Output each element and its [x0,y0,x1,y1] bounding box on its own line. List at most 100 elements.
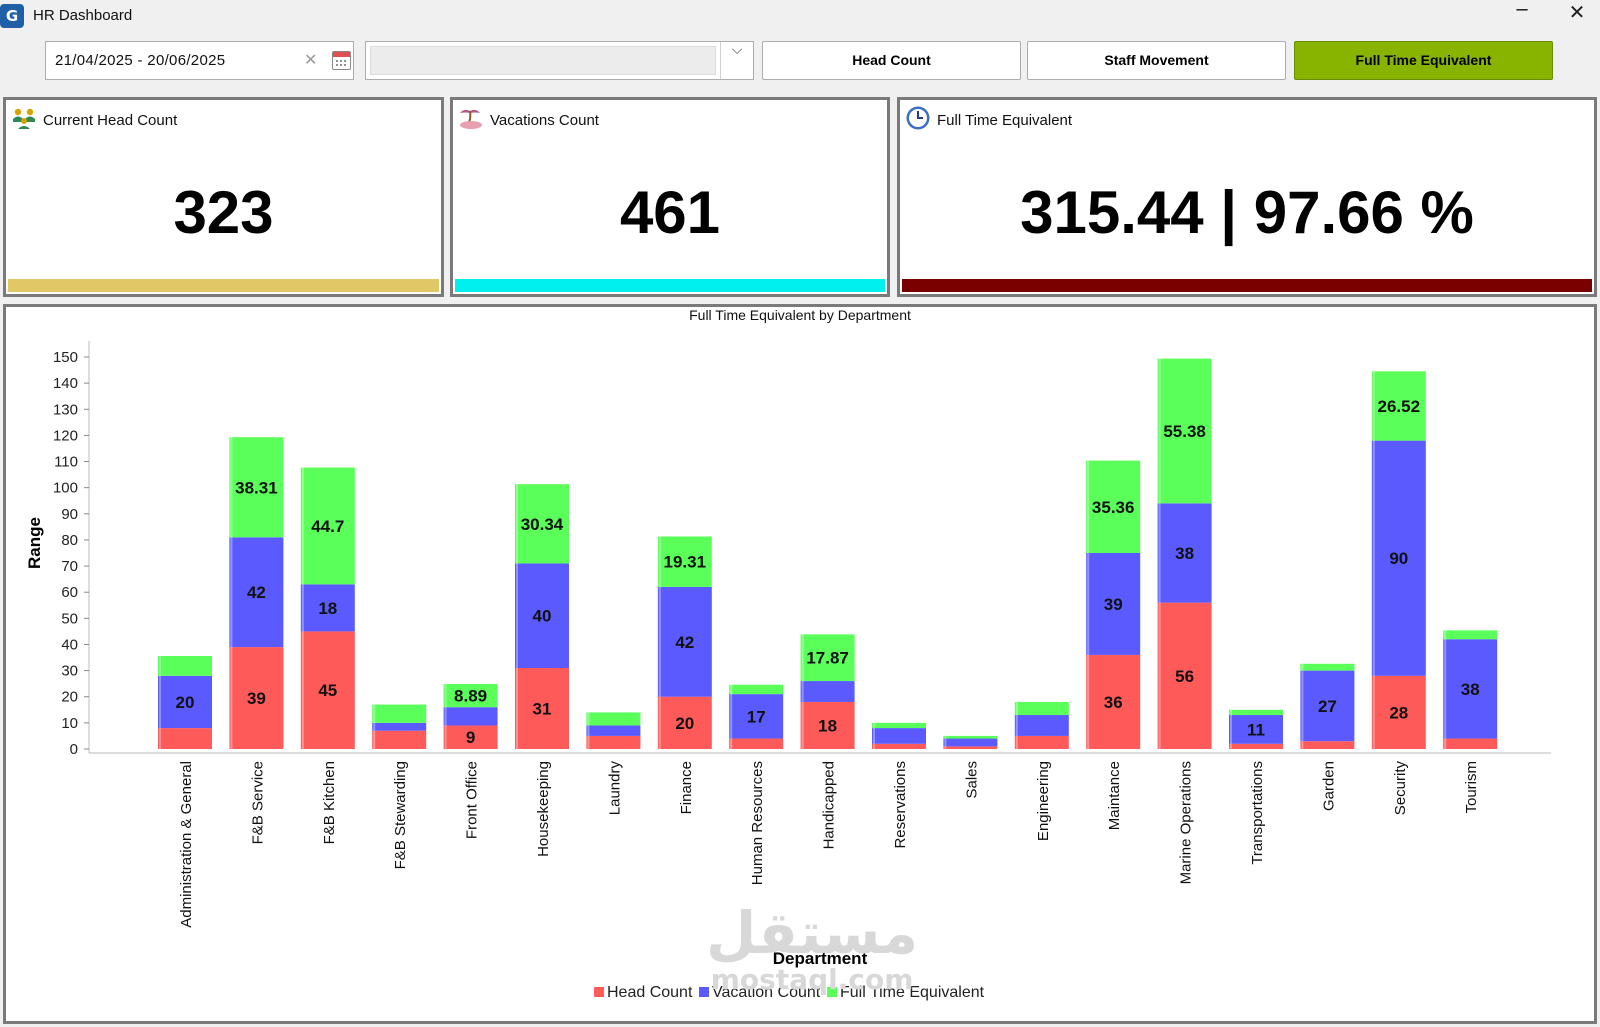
y-tick-label: 130 [53,401,78,418]
bar-data-label: 38.31 [235,478,278,497]
bar-highlight [801,681,804,702]
chevron-down-icon[interactable]: ⌵ [720,42,753,79]
bar-highlight [1015,715,1018,736]
bar-data-label: 11 [1247,720,1265,739]
card-value: 461 [619,179,721,246]
bar-highlight [944,735,947,739]
bar-highlight [1158,602,1161,749]
bar-segment [229,537,284,648]
bar-segment [1014,715,1069,736]
head-count-button[interactable]: Head Count [762,41,1021,80]
bar-segment [372,730,427,749]
x-tick-label: Front Office [464,761,481,839]
bar-segment [943,735,998,739]
y-tick-label: 80 [61,532,78,549]
bar-highlight [1087,654,1090,749]
y-tick-label: 90 [61,506,78,523]
bar-segment [657,696,712,749]
bar-segment [729,694,784,739]
bar-segment [729,684,784,695]
bar-highlight [301,584,304,632]
legend-swatch [594,987,604,997]
date-range-value[interactable]: 21/04/2025 - 20/06/2025 [55,52,226,69]
legend-swatch [827,987,837,997]
clear-date-icon[interactable]: ✕ [304,50,318,69]
bar-data-label: 19.31 [664,553,707,572]
y-axis-label: Range [25,517,44,569]
x-tick-label: Maintance [1106,761,1123,830]
x-tick-label: Administration & General [178,761,195,928]
bar-data-label: 17.87 [806,649,849,668]
y-tick-label: 0 [70,741,78,758]
bar-highlight [944,738,947,747]
bar-highlight [1015,701,1018,716]
bar-segment [1443,630,1498,640]
bar-highlight [587,712,590,726]
bar-segment [586,735,641,749]
bar-highlight [658,696,661,749]
x-tick-label: Finance [678,761,695,814]
bar-highlight [516,484,518,564]
bar-segment [372,704,427,723]
bar-segment [1014,701,1069,716]
bar-segment [800,701,855,749]
bar-segment [1300,663,1355,671]
bar-segment [657,586,712,697]
title-bar: G HR Dashboard ─ ✕ [0,0,1600,32]
bar-highlight [587,735,590,749]
bar-segment [1014,735,1069,749]
y-tick-label: 40 [61,636,78,653]
y-tick-label: 120 [53,427,78,444]
y-tick-label: 10 [61,715,78,732]
bar-segment [515,484,569,564]
app-logo-icon: G [0,4,24,28]
bar-segment [729,738,784,749]
department-select[interactable]: ⌵ [365,41,754,80]
y-tick-label: 20 [61,689,78,706]
minimize-button[interactable]: ─ [1516,0,1528,21]
y-tick-label: 70 [61,558,78,575]
clock-icon [906,106,930,130]
bar-highlight [1444,639,1447,739]
bar-highlight [373,730,376,749]
card-label: Vacations Count [490,112,599,129]
x-axis-label: Department [773,949,868,968]
bar-data-label: 39 [1104,595,1123,614]
bar-highlight [1301,663,1304,671]
bar-data-label: 28 [1389,703,1408,722]
staff-movement-button[interactable]: Staff Movement [1027,41,1286,80]
bar-segment [943,746,998,749]
date-range-picker[interactable]: 21/04/2025 - 20/06/2025 ✕ [45,41,354,80]
bar-highlight [730,738,733,749]
bar-segment [1443,639,1498,739]
bar-segment [229,437,284,538]
bar-segment [443,683,498,708]
x-tick-label: F&B Kitchen [321,761,338,844]
bar-highlight [373,704,376,723]
x-tick-label: Engineering [1035,761,1052,841]
x-tick-label: Garden [1320,761,1337,811]
full-time-equivalent-card: Full Time Equivalent 315.44 | 97.66 % [897,97,1597,297]
calendar-icon[interactable] [332,51,351,70]
card-accent-bar [455,279,885,292]
bar-segment [872,722,926,729]
bar-data-label: 44.7 [311,517,344,536]
bar-highlight [373,722,376,731]
window-title: HR Dashboard [33,7,133,24]
x-tick-label: F&B Service [249,761,266,844]
bar-data-label: 18 [818,716,837,735]
x-tick-label: Housekeeping [535,761,552,857]
bar-segment [158,655,212,676]
department-select-value[interactable] [370,46,716,75]
bar-data-label: 30.34 [521,515,564,534]
bar-highlight [873,728,875,744]
close-button[interactable]: ✕ [1568,0,1586,24]
bar-segment [1086,460,1141,553]
full-time-equivalent-button[interactable]: Full Time Equivalent [1294,41,1553,80]
y-tick-label: 100 [53,480,78,497]
bar-segment [1371,440,1426,676]
card-accent-bar [902,279,1592,292]
fte-by-department-chart: Full Time Equivalent by Department 0 10 20 3… [3,304,1597,1024]
card-value: 315.44 | 97.66 % [1020,179,1474,246]
